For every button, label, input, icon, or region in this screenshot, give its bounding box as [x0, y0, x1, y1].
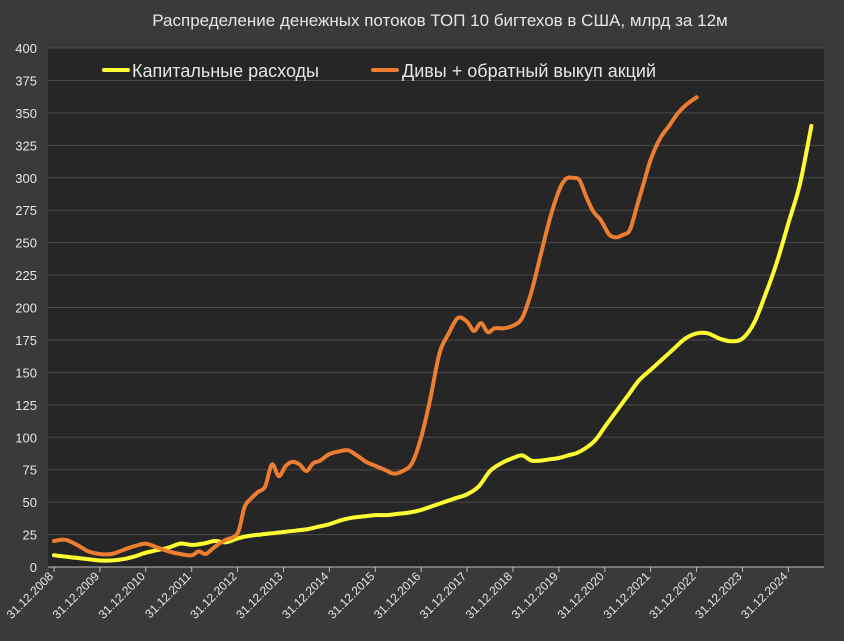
y-tick-label: 200 — [15, 301, 37, 316]
y-tick-label: 325 — [15, 138, 37, 153]
dividends-buybacks-line — [52, 95, 699, 558]
y-tick-label: 375 — [15, 73, 37, 88]
y-tick-label: 350 — [15, 106, 37, 121]
y-tick-label: 125 — [15, 398, 37, 413]
legend-label-capex: Капитальные расходы — [132, 61, 319, 81]
y-tick-label: 150 — [15, 365, 37, 380]
y-tick-label: 300 — [15, 171, 37, 186]
y-tick-label: 225 — [15, 268, 37, 283]
chart-title: Распределение денежных потоков ТОП 10 би… — [152, 11, 727, 30]
y-axis-tick-labels: 0 25 50 75 100 125 150 175 200 225 250 275 300 325 350… — [15, 41, 37, 575]
capex-line — [52, 123, 814, 563]
y-tick-label: 275 — [15, 203, 37, 218]
y-tick-label: 175 — [15, 333, 37, 348]
y-tick-label: 250 — [15, 236, 37, 251]
legend-label-buybacks: Дивы + обратный выкуп акций — [402, 61, 656, 81]
y-tick-label: 50 — [23, 495, 37, 510]
y-tick-label: 25 — [23, 528, 37, 543]
y-tick-label: 75 — [23, 463, 37, 478]
legend: Капитальные расходы Дивы + обратный выку… — [102, 61, 656, 81]
y-tick-label: 100 — [15, 430, 37, 445]
series-lines — [52, 95, 814, 563]
y-tick-label: 400 — [15, 41, 37, 56]
y-tick-label: 0 — [30, 560, 37, 575]
